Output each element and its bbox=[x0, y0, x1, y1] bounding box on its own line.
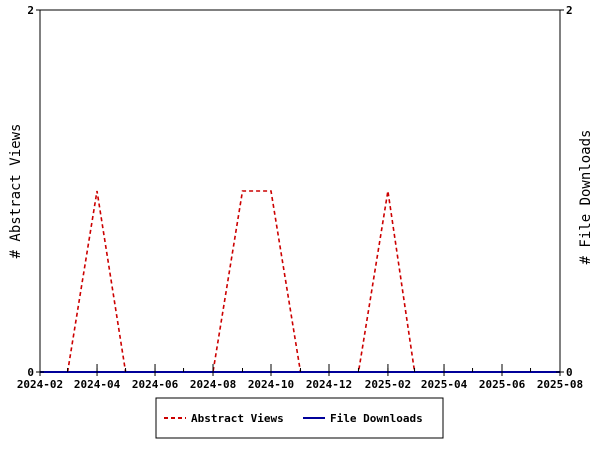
y-left-tick-label: 0 bbox=[27, 366, 34, 379]
x-tick-label: 2024-10 bbox=[248, 378, 294, 391]
x-tick-label: 2024-08 bbox=[190, 378, 236, 391]
y-axis-left-title: # Abstract Views bbox=[8, 124, 24, 259]
x-tick-label: 2025-04 bbox=[421, 378, 468, 391]
x-tick-label: 2025-06 bbox=[479, 378, 526, 391]
y-right-tick-label: 2 bbox=[566, 4, 573, 17]
y-left-tick-label: 2 bbox=[27, 4, 34, 17]
series-line-abstract-views bbox=[66, 190, 416, 373]
legend-box bbox=[155, 397, 444, 439]
x-axis: 2024-02 2024-04 2024-06 2024-08 2024-10 2024-… bbox=[17, 364, 583, 391]
x-tick-label: 2024-02 bbox=[17, 378, 63, 391]
x-tick-label: 2024-12 bbox=[306, 378, 352, 391]
y-axes: 0 2 0 2 bbox=[27, 4, 572, 379]
x-tick-label: 2024-04 bbox=[74, 378, 121, 391]
x-tick-label: 2025-08 bbox=[537, 378, 583, 391]
y-axis-right-title: # File Downloads bbox=[578, 130, 594, 265]
legend-label-abstract-views: Abstract Views bbox=[191, 412, 284, 425]
plot-area bbox=[39, 9, 561, 373]
y-right-tick-label: 0 bbox=[566, 366, 573, 379]
x-tick-label: 2024-06 bbox=[132, 378, 179, 391]
legend: Abstract Views File Downloads bbox=[155, 397, 444, 439]
legend-label-file-downloads: File Downloads bbox=[330, 412, 423, 425]
x-tick-label: 2025-02 bbox=[365, 378, 411, 391]
